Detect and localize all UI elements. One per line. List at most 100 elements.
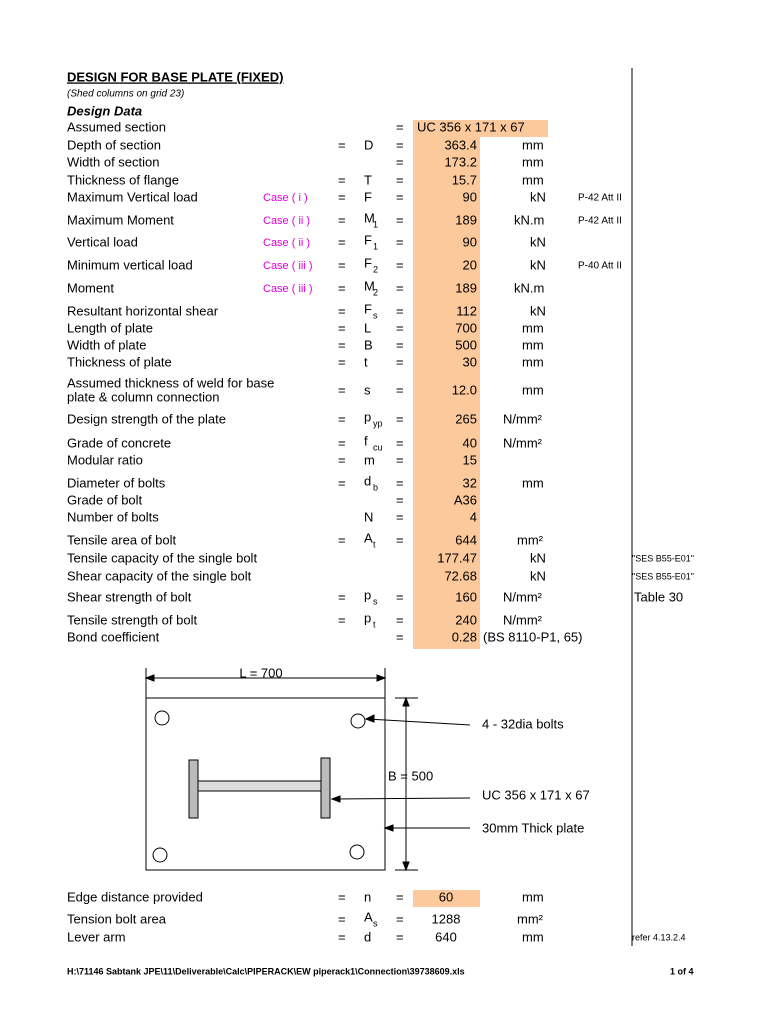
reference: Table 30: [634, 589, 683, 604]
unit: N/mm²: [503, 589, 543, 604]
row-label: Design strength of the plate: [67, 411, 226, 426]
equals: =: [396, 889, 404, 904]
row-label: Diameter of bolts: [67, 475, 166, 490]
value: 500: [455, 337, 477, 352]
value: 240: [455, 612, 477, 627]
value: 112: [456, 303, 477, 318]
equals: =: [338, 234, 346, 249]
unit: mm: [522, 929, 544, 944]
symbol: B: [364, 337, 373, 352]
equals: =: [396, 411, 404, 426]
value: UC 356 x 171 x 67: [417, 119, 525, 134]
value: 189: [455, 280, 477, 295]
equals: =: [338, 337, 346, 352]
unit: kN.m: [514, 212, 544, 227]
row-label: Resultant horizontal shear: [67, 303, 219, 318]
row-label: Length of plate: [67, 320, 153, 335]
value: 160: [455, 589, 477, 604]
equals: =: [396, 137, 404, 152]
row-label: Tensile capacity of the single bolt: [67, 550, 257, 565]
symbol: F: [364, 255, 372, 270]
symbol: p: [364, 409, 371, 424]
row-label: Moment: [67, 280, 114, 295]
equals: =: [396, 119, 404, 134]
dim-label: B = 500: [388, 768, 433, 783]
subscript: t: [373, 619, 376, 629]
unit: mm: [522, 382, 544, 397]
unit: mm: [522, 889, 544, 904]
equals: =: [396, 382, 404, 397]
equals: =: [338, 257, 346, 272]
value: 363.4: [444, 137, 477, 152]
subscript: 1: [373, 219, 378, 229]
equals: =: [338, 589, 346, 604]
subscript: yp: [373, 418, 383, 428]
equals: =: [396, 629, 404, 644]
title: DESIGN FOR BASE PLATE (FIXED): [67, 69, 283, 84]
symbol: D: [364, 137, 373, 152]
equals: =: [338, 303, 346, 318]
row-label: Thickness of flange: [67, 172, 179, 187]
value: 72.68: [444, 568, 477, 583]
row-label: Modular ratio: [67, 452, 143, 467]
unit: mm: [522, 320, 544, 335]
row-label: Number of bolts: [67, 509, 159, 524]
file-path: H:\71146 Sabtank JPE\11\Deliverable\Calc…: [67, 966, 465, 976]
callout: UC 356 x 171 x 67: [482, 787, 590, 802]
unit: N/mm²: [503, 612, 543, 627]
equals: =: [338, 929, 346, 944]
unit: mm²: [517, 911, 544, 926]
subscript: cu: [373, 442, 383, 452]
row-label: Thickness of plate: [67, 354, 172, 369]
equals: =: [396, 280, 404, 295]
symbol: d: [364, 929, 371, 944]
equals: =: [338, 411, 346, 426]
reference: refer 4.13.2.4: [632, 932, 686, 942]
value: 700: [455, 320, 477, 335]
unit: N/mm²: [503, 435, 543, 450]
subscript: 2: [373, 287, 378, 297]
equals: =: [396, 589, 404, 604]
leader: [333, 797, 471, 800]
symbol: A: [364, 909, 373, 924]
row-label: Bond coefficient: [67, 629, 160, 644]
value: 173.2: [444, 154, 477, 169]
bolt: [154, 710, 170, 726]
unit: mm: [522, 337, 544, 352]
equals: =: [338, 532, 346, 547]
flange: [188, 759, 199, 819]
input-cell: [413, 120, 548, 137]
equals: =: [338, 612, 346, 627]
equals: =: [396, 212, 404, 227]
row-label: Width of plate: [67, 337, 147, 352]
equals: =: [338, 137, 346, 152]
input-column: [413, 120, 480, 649]
unit: kN: [530, 234, 546, 249]
symbol: m: [364, 452, 375, 467]
row-label: Tensile area of bolt: [67, 532, 177, 547]
load-case: Case ( ii ): [263, 237, 310, 249]
value: 1288: [432, 911, 461, 926]
leader-arrow: [383, 824, 394, 832]
reference: "SES B55-E01": [632, 571, 694, 581]
equals: =: [396, 929, 404, 944]
bolt: [152, 847, 168, 863]
row-label: plate & column connection: [67, 389, 219, 404]
value: 15.7: [452, 172, 477, 187]
symbol: F: [364, 189, 372, 204]
reference: P-40 Att II: [578, 261, 622, 272]
row-label: Width of section: [67, 154, 160, 169]
load-case: Case ( i ): [263, 192, 308, 204]
row-label: Vertical load: [67, 234, 138, 249]
flange: [320, 757, 331, 819]
value: 90: [463, 189, 477, 204]
equals: =: [338, 911, 346, 926]
value: A36: [454, 492, 477, 507]
reference: P-42 Att II: [578, 216, 622, 227]
bolt: [350, 713, 366, 729]
equals: =: [396, 172, 404, 187]
subscript: 2: [373, 264, 378, 274]
value: 177.47: [437, 550, 477, 565]
plate: [145, 697, 386, 871]
value: 60: [439, 889, 453, 904]
